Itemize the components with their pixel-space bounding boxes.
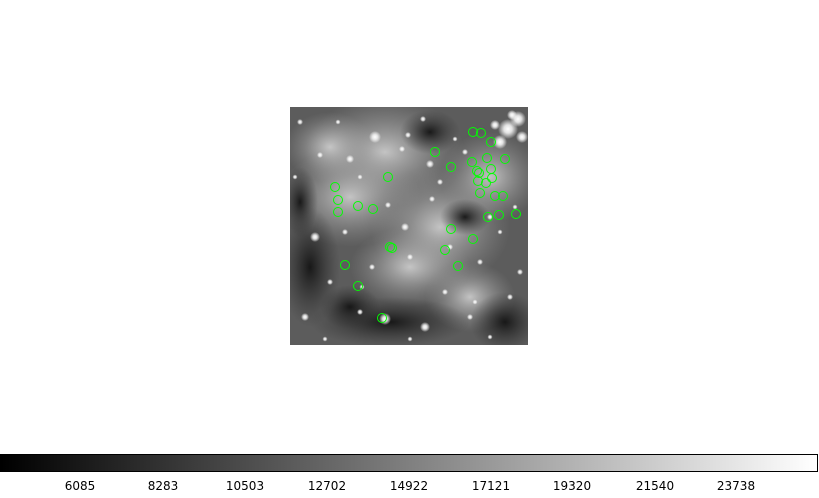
colorbar-tick-label: 17121: [471, 479, 511, 493]
star: [335, 119, 341, 125]
region-circle: [340, 260, 350, 270]
star: [327, 279, 333, 285]
colorbar-tick-label: 8283: [147, 479, 179, 493]
region-circle: [487, 173, 497, 183]
region-circle: [385, 242, 395, 252]
dust-lane: [400, 110, 460, 154]
region-circle: [383, 172, 393, 182]
region-circle: [353, 281, 363, 291]
star: [487, 214, 493, 220]
region-circle: [475, 188, 485, 198]
dust-lane: [440, 199, 490, 235]
colorbar-tick-label: 21540: [635, 479, 675, 493]
region-circle: [472, 166, 482, 176]
colorbar-tick-label: 14922: [389, 479, 429, 493]
region-circle: [446, 162, 456, 172]
star: [442, 289, 448, 295]
star: [507, 294, 513, 300]
region-circle: [333, 195, 343, 205]
region-circle: [468, 234, 478, 244]
star-layer: [292, 110, 528, 342]
star: [497, 229, 503, 235]
region-circle: [476, 128, 486, 138]
dust-lane: [320, 285, 380, 329]
dust-lane: [470, 292, 528, 345]
star: [437, 179, 443, 185]
image-canvas: [290, 107, 528, 345]
region-circle: [481, 178, 491, 188]
colorbar-tick-label: 6085: [64, 479, 96, 493]
star: [490, 120, 500, 130]
star: [322, 336, 328, 342]
star: [447, 244, 453, 250]
colorbar-labels: 6085 8283 10503 12702 14922 17121 19320 …: [0, 479, 819, 497]
star: [487, 334, 493, 340]
region-circle: [440, 245, 450, 255]
star: [407, 254, 413, 260]
star: [512, 204, 518, 210]
region-circle: [482, 153, 492, 163]
star: [507, 110, 517, 120]
region-circle: [483, 212, 493, 222]
astronomical-image[interactable]: [290, 107, 528, 345]
region-circle: [473, 176, 483, 186]
star: [420, 322, 430, 332]
star: [517, 269, 523, 275]
region-circle: [486, 137, 496, 147]
region-circle: [430, 147, 440, 157]
star: [357, 174, 363, 180]
star: [385, 202, 391, 208]
star: [401, 223, 409, 231]
star: [462, 149, 468, 155]
star: [477, 259, 483, 265]
star: [452, 136, 458, 142]
star: [357, 309, 363, 315]
star: [297, 119, 303, 125]
dust-lane: [290, 167, 318, 237]
star: [467, 314, 473, 320]
region-circle: [368, 204, 378, 214]
star: [426, 160, 434, 168]
region-circle: [453, 261, 463, 271]
star: [420, 116, 426, 122]
star: [399, 146, 405, 152]
star: [407, 336, 413, 342]
star: [301, 313, 309, 321]
star: [472, 299, 478, 305]
region-circle: [330, 182, 340, 192]
star: [346, 155, 354, 163]
region-layer: [330, 127, 521, 323]
colorbar-tick-label: 12702: [307, 479, 347, 493]
region-circle: [377, 313, 387, 323]
region-circle: [490, 191, 500, 201]
region-circle: [494, 210, 504, 220]
colorbar-tick-label: 23738: [716, 479, 756, 493]
colorbar-tick-label: 10503: [225, 479, 265, 493]
region-circle: [333, 207, 343, 217]
region-circle: [467, 157, 477, 167]
star: [292, 174, 298, 180]
region-circle: [446, 224, 456, 234]
nebula-layer: [290, 107, 528, 332]
region-circle: [387, 243, 397, 253]
star: [493, 135, 507, 149]
colorbar[interactable]: [0, 454, 818, 472]
star: [317, 152, 323, 158]
region-circle: [498, 191, 508, 201]
star: [342, 229, 348, 235]
region-circle: [353, 201, 363, 211]
region-circle: [474, 168, 484, 178]
nebula-patch: [290, 112, 375, 182]
star: [405, 132, 411, 138]
colorbar-tick-label: 19320: [552, 479, 592, 493]
star: [369, 131, 381, 143]
star: [310, 232, 320, 242]
region-circle: [500, 154, 510, 164]
star: [369, 264, 375, 270]
region-circle: [468, 127, 478, 137]
star: [429, 196, 435, 202]
region-circle: [511, 209, 521, 219]
star: [516, 131, 528, 143]
